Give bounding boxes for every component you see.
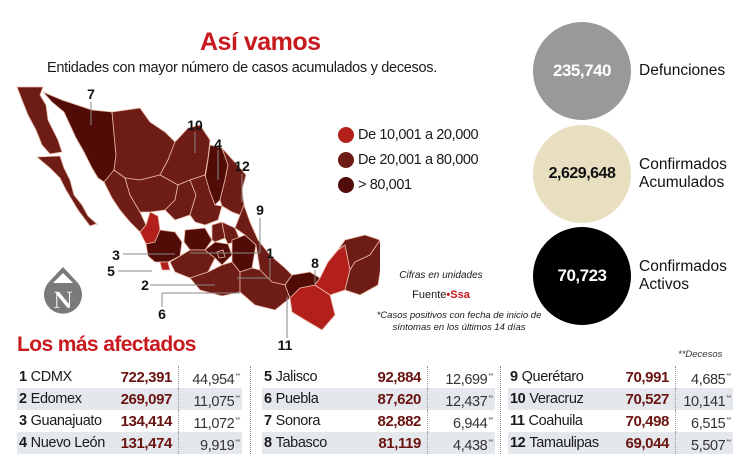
state-colima — [159, 261, 171, 271]
state-queretaro — [211, 221, 226, 243]
page-subtitle: Entidades con mayor número de casos acum… — [47, 60, 437, 76]
table-row: 12 Tamaulipas 69,044 5,507** — [508, 432, 733, 454]
legend-dot-icon — [338, 151, 354, 168]
legend-item-low: De 10,001 a 20,000 — [338, 122, 479, 147]
page-title: Así vamos — [200, 28, 321, 56]
map-label-11: 11 — [278, 337, 293, 350]
notes: Cifras en unidades Fuente•Ssa *Casos pos… — [366, 270, 542, 334]
map-label-3: 3 — [112, 247, 120, 263]
stat-confirmados-acumulados: 2,629,648 Confirmados Acumulados — [533, 125, 727, 223]
map-label-7: 7 — [87, 86, 95, 102]
table-row: 7 Sonora 82,882 6,944** — [262, 410, 495, 432]
map-label-5: 5 — [107, 263, 115, 279]
legend-label: De 10,001 a 20,000 — [358, 126, 479, 143]
map-label-8: 8 — [311, 255, 319, 271]
stat-circle: 70,723 — [533, 227, 631, 325]
stat-defunciones: 235,740 Defunciones — [533, 22, 725, 120]
table-row: 10 Veracruz 70,527 10,141** — [508, 388, 733, 410]
legend-item-high: > 80,001 — [338, 172, 478, 197]
table-row: 11 Coahuila 70,498 6,515** — [508, 410, 733, 432]
stat-confirmados-activos: 70,723 Confirmados Activos — [533, 227, 727, 325]
state-tamaulipas — [219, 147, 247, 216]
column-divider — [500, 366, 501, 454]
legend-label: De 20,001 a 80,000 — [358, 151, 479, 168]
asterisk-note: *Casos positivos con fecha de inicio de … — [376, 310, 542, 333]
map-label-2: 2 — [141, 277, 149, 293]
legend-label: > 80,001 — [358, 176, 412, 193]
newspaper-logo-icon: N — [44, 267, 82, 314]
table-column-1: 1 CDMX 722,391 44,954** 2 Edomex 269,097… — [17, 366, 242, 454]
stat-circle: 2,629,648 — [533, 125, 631, 223]
state-quintana-roo — [344, 239, 380, 296]
state-baja-california-sur — [36, 155, 99, 227]
table-row: 9 Querétaro 70,991 4,685** — [508, 366, 733, 388]
table-row: 4 Nuevo León 131,474 9,919** — [17, 432, 242, 454]
map-label-9: 9 — [256, 202, 264, 218]
state-baja-california — [16, 86, 63, 155]
map-label-1: 1 — [266, 245, 274, 261]
decesos-note: **Decesos — [678, 349, 723, 360]
state-san-luis-potosi — [189, 174, 223, 226]
table-row: 5 Jalisco 92,884 12,699** — [262, 366, 495, 388]
map-label-12: 12 — [234, 158, 250, 174]
source-note: Fuente•Ssa — [412, 289, 470, 301]
table-row: 2 Edomex 269,097 11,075** — [17, 388, 242, 410]
stat-circle: 235,740 — [533, 22, 631, 120]
map-label-4: 4 — [214, 136, 222, 152]
state-cdmx — [216, 249, 226, 259]
map-label-6: 6 — [158, 306, 166, 322]
state-campeche — [314, 244, 351, 296]
state-sonora — [42, 91, 117, 183]
map-legend: De 10,001 a 20,000 De 20,001 a 80,000 > … — [338, 122, 479, 197]
mexico-map: 7 10 4 12 9 1 3 5 2 6 8 11 — [16, 86, 380, 350]
legend-item-mid: De 20,001 a 80,000 — [338, 147, 479, 172]
table-row: 6 Puebla 87,620 12,437** — [262, 388, 495, 410]
column-divider — [250, 366, 251, 454]
section-title: Los más afectados — [17, 333, 196, 356]
map-label-10: 10 — [187, 117, 203, 133]
table-row: 1 CDMX 722,391 44,954** — [17, 366, 242, 388]
table-column-3: 9 Querétaro 70,991 4,685** 10 Veracruz 7… — [508, 366, 733, 454]
legend-dot-icon — [338, 126, 354, 143]
units-note: Cifras en unidades — [399, 270, 483, 281]
svg-text:N: N — [53, 288, 73, 314]
table-column-2: 5 Jalisco 92,884 12,699** 6 Puebla 87,62… — [262, 366, 495, 454]
legend-dot-icon — [338, 176, 354, 193]
state-guanajuato — [183, 227, 213, 251]
table-row: 8 Tabasco 81,119 4,438** — [262, 432, 495, 454]
table-row: 3 Guanajuato 134,414 11,072** — [17, 410, 242, 432]
